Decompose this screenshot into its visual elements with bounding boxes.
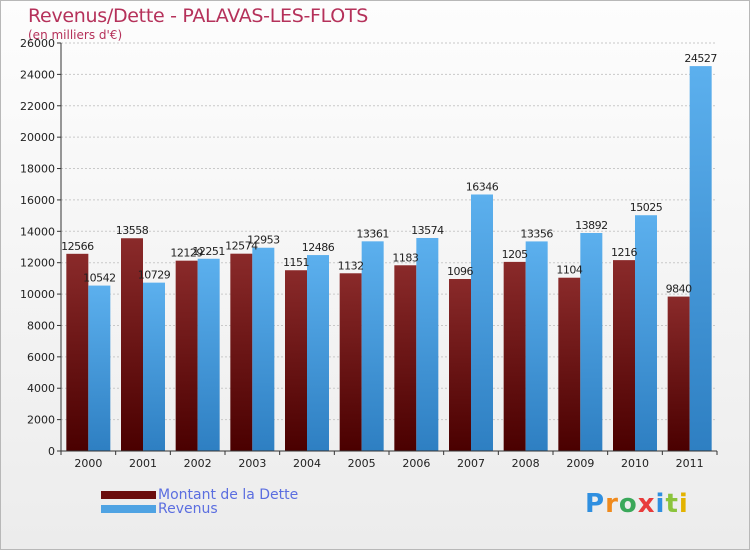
y-tick-label: 24000 [20, 68, 55, 81]
bar-revenue [88, 285, 111, 451]
bar-revenue [580, 233, 603, 451]
x-tick-label: 2011 [676, 457, 704, 470]
x-tick-label: 2010 [621, 457, 649, 470]
x-tick-label: 2003 [238, 457, 266, 470]
bar-revenue [361, 241, 384, 451]
value-label: 12566 [61, 240, 94, 253]
bar-revenue [689, 66, 712, 451]
bar-debt [449, 278, 471, 451]
bar-debt [558, 277, 581, 451]
bar-revenue [143, 282, 165, 451]
y-tick-label: 8000 [27, 319, 55, 332]
x-tick-label: 2005 [348, 457, 376, 470]
logo-letter: x [637, 489, 656, 519]
bars [66, 66, 712, 452]
bar-revenue [525, 241, 548, 451]
bar-debt [394, 265, 417, 451]
x-tick-label: 2001 [129, 457, 157, 470]
bar-revenue [471, 194, 493, 452]
legend-item-revenue: Revenus [101, 501, 218, 517]
x-tick-label: 2006 [402, 457, 430, 470]
logo-letter: t [665, 489, 679, 519]
y-tick-label: 26000 [20, 37, 55, 50]
value-label: 9840 [666, 283, 692, 296]
y-axis-ticks: 0 2000 4000 6000 8000 10000 12000 14000 16000 180… [20, 37, 61, 458]
value-label: 1104 [556, 264, 582, 277]
value-label: 10542 [83, 272, 116, 285]
logo-letter: i [678, 489, 689, 519]
x-tick-label: 2000 [74, 457, 102, 470]
x-tick-label: 2009 [566, 457, 594, 470]
bar-revenue [252, 247, 275, 451]
value-label: 12486 [302, 241, 335, 254]
logo-letter: P [585, 489, 606, 519]
value-label: 13558 [116, 224, 149, 237]
y-tick-label: 18000 [20, 163, 55, 176]
bar-debt [613, 260, 635, 451]
value-label: 24527 [684, 52, 717, 65]
x-axis-ticks: 2000 2001 2002 2003 2004 2005 2006 2007 2008 2009… [60, 451, 718, 470]
x-tick-label: 2008 [512, 457, 540, 470]
bar-debt [230, 253, 253, 451]
proxiti-logo: Proxiti [585, 489, 689, 519]
value-label: 13356 [520, 227, 553, 240]
grid-lines [61, 42, 717, 421]
x-tick-label: 2004 [293, 457, 321, 470]
bar-revenue [197, 258, 220, 451]
value-label: 12953 [247, 234, 280, 247]
y-tick-label: 2000 [27, 414, 55, 427]
chart-subtitle: (en milliers d'€) [28, 28, 123, 42]
legend-swatch-debt [101, 491, 156, 499]
legend-swatch-revenue [101, 505, 156, 513]
y-tick-label: 22000 [20, 100, 55, 113]
value-label: 12129 [170, 247, 203, 260]
legend-item-debt: Montant de la Dette [101, 487, 299, 503]
y-tick-label: 10000 [20, 288, 55, 301]
value-label: 13574 [411, 224, 444, 237]
value-label: 12574 [225, 240, 258, 253]
y-tick-label: 14000 [20, 225, 55, 238]
bar-debt [66, 253, 89, 451]
bar-revenue [307, 255, 329, 451]
value-label: 16346 [466, 180, 499, 193]
bar-debt [285, 270, 307, 451]
legend-label-debt: Montant de la Dette [158, 487, 299, 503]
value-label: 1216 [611, 246, 637, 259]
x-tick-label: 2007 [457, 457, 485, 470]
y-tick-label: 0 [48, 445, 55, 458]
value-label: 1151 [283, 256, 309, 269]
value-label: 12251 [192, 245, 225, 258]
value-label: 13361 [356, 227, 389, 240]
logo-letter: r [605, 489, 619, 519]
value-label: 15025 [630, 201, 663, 214]
logo-letter: i [655, 489, 666, 519]
legend-label-revenue: Revenus [158, 501, 218, 517]
bar-debt [667, 296, 690, 451]
bar-debt [175, 260, 198, 451]
bar-debt [121, 238, 143, 451]
chart-title: Revenus/Dette - PALAVAS-LES-FLOTS [28, 5, 369, 27]
bar-revenue [416, 237, 439, 451]
y-tick-label: 12000 [20, 257, 55, 270]
bar-debt [503, 261, 526, 451]
y-tick-label: 6000 [27, 351, 55, 364]
bar-revenue [635, 215, 657, 451]
y-tick-label: 16000 [20, 194, 55, 207]
logo-letter: o [618, 489, 638, 519]
value-label: 13892 [575, 219, 608, 232]
value-label: 1096 [447, 265, 473, 278]
y-tick-label: 20000 [20, 131, 55, 144]
value-label: 1132 [338, 259, 364, 272]
x-tick-label: 2002 [184, 457, 212, 470]
value-label: 1205 [502, 248, 528, 261]
value-label: 1183 [392, 251, 418, 264]
y-tick-label: 4000 [27, 382, 55, 395]
bar-debt [339, 273, 362, 451]
value-label: 10729 [138, 269, 171, 282]
